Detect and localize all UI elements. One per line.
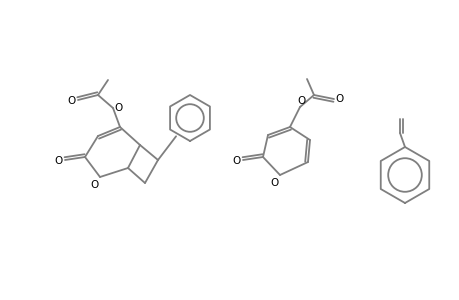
Text: O: O: [55, 156, 63, 166]
Text: O: O: [232, 156, 241, 166]
Text: O: O: [68, 96, 76, 106]
Text: O: O: [270, 178, 279, 188]
Text: O: O: [297, 96, 305, 106]
Text: O: O: [335, 94, 343, 104]
Text: O: O: [91, 180, 99, 190]
Text: O: O: [115, 103, 123, 113]
